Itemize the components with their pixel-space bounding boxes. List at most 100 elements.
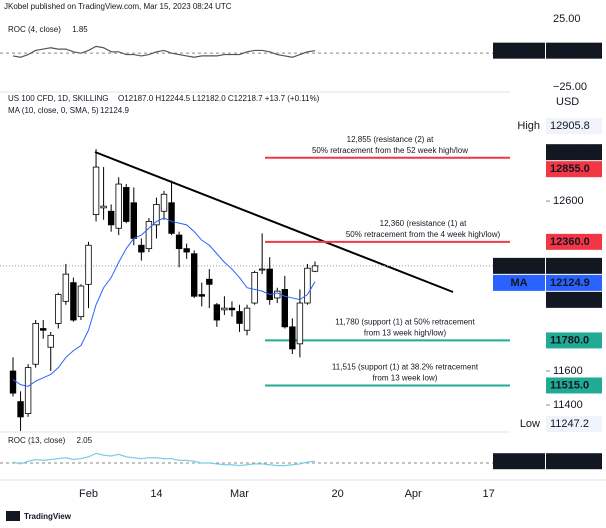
candle-body [296, 302, 304, 345]
candle-body [145, 221, 153, 250]
publisher: JKobel published on TradingView.com, Mar… [4, 2, 232, 11]
badge-name: ROC [507, 455, 532, 467]
y-tick-label: 25.00 [553, 13, 581, 25]
y-tick-label: 12600 [553, 195, 584, 207]
indicator-value: 2.05 [77, 436, 93, 445]
candle-body [274, 290, 281, 299]
currency: USD [556, 96, 579, 108]
low-label: Low [520, 418, 540, 430]
candle-body [213, 304, 221, 321]
candle-body [304, 267, 311, 304]
candle-body [311, 265, 319, 272]
candle-body [130, 202, 137, 239]
candle-body [32, 323, 39, 365]
x-tick-label: 17 [483, 488, 495, 500]
badge-name: MA [510, 277, 527, 289]
ma-title: MA (10, close, 0, SMA, 5) [8, 106, 99, 115]
candle-body [123, 187, 130, 222]
badge-value: 12905.8 [550, 120, 590, 132]
candle-body [228, 307, 236, 311]
chart-title: US 100 CFD, 1D, SKILLING [8, 94, 108, 103]
y-tick-label: 11400 [553, 399, 583, 411]
badge-value: 12887.6 [550, 146, 590, 158]
candle-body [153, 204, 160, 226]
badge-value: 12855.0 [550, 163, 590, 175]
candle-body [9, 370, 17, 394]
badge-value: 11515.0 [550, 379, 589, 391]
badge-name-box [493, 274, 545, 291]
x-tick-label: 20 [332, 488, 344, 500]
candle-body [115, 183, 122, 229]
badge-box [546, 118, 602, 134]
badge-box [546, 42, 602, 59]
candle-body [107, 210, 115, 226]
ohlc: O12187.0 H12244.5 L12182.0 C12218.7 +13.… [118, 94, 320, 103]
badge-box [546, 332, 602, 349]
candle-body [138, 244, 145, 253]
candle-body [206, 278, 213, 285]
candle-body [221, 307, 228, 311]
candle-body [236, 311, 243, 324]
badge-value: 12360.0 [550, 236, 590, 248]
badge-name: ROC [507, 45, 532, 57]
indicator-title: ROC (13, close) [8, 436, 66, 445]
y-tick-label: 11600 [553, 365, 583, 377]
candle-body [190, 253, 198, 297]
x-tick-label: Mar [230, 488, 249, 500]
candle-body [17, 401, 24, 418]
candle-body [198, 294, 205, 297]
candle-body [160, 193, 168, 212]
indicator-value: 1.85 [72, 25, 88, 34]
badge-value: 2.05 [550, 455, 571, 467]
badge-value: 11247.2 [550, 418, 589, 430]
series-line [12, 45, 316, 58]
candle-body [243, 307, 251, 331]
level-note: 11,780 (support (1) at 50% retracement [335, 318, 475, 327]
candle-body [62, 273, 70, 302]
level-note: from 13 week low) [373, 374, 438, 383]
candle-body [258, 268, 266, 271]
x-tick-label: 14 [150, 488, 162, 500]
level-note: 12,360 (resistance (1) at [380, 219, 467, 228]
candle-body [92, 166, 100, 216]
level-note: 50% retracement from the 52 week high/lo… [312, 146, 468, 155]
badge-name-box [493, 453, 545, 470]
y-tick-label: −25.00 [553, 81, 587, 93]
candle-body [55, 294, 62, 324]
badge-name-box [493, 42, 545, 59]
candle-body [77, 285, 85, 318]
series-line [12, 217, 316, 387]
badge-value: 12124.9 [550, 277, 590, 289]
badge-box [546, 274, 602, 291]
candle-body [266, 268, 273, 301]
badge-value: 11780.0 [550, 334, 589, 346]
badge-box [546, 161, 602, 178]
candle-body [168, 202, 175, 234]
candle-body [175, 234, 183, 250]
brand: TradingView [24, 512, 72, 521]
candle-body [24, 367, 32, 414]
candle-body [40, 328, 47, 331]
badge-value: 1.85 [550, 45, 571, 57]
badge-value: 12075.1 [550, 294, 590, 306]
badge-name: NASDAQ [495, 260, 543, 272]
badge-value: 12218.7 [550, 260, 590, 272]
badge-box [546, 144, 602, 161]
level-note: from 13 week high/low) [364, 329, 447, 338]
candle-body [251, 272, 258, 304]
trend-line [94, 151, 454, 293]
badge-box [546, 453, 602, 470]
level-note: 12,855 (resistance (2) at [347, 135, 434, 144]
ma-value: 12124.9 [100, 106, 129, 115]
series-line [12, 452, 316, 467]
level-note: 11,515 (support (1) at 38.2% retracement [332, 363, 479, 372]
badge-box [546, 291, 602, 308]
candle-body [281, 289, 288, 328]
x-tick-label: Feb [79, 488, 98, 500]
badge-box [546, 377, 602, 394]
x-tick-label: Apr [405, 488, 422, 500]
badge-box [546, 416, 602, 432]
candle-body [289, 326, 296, 350]
